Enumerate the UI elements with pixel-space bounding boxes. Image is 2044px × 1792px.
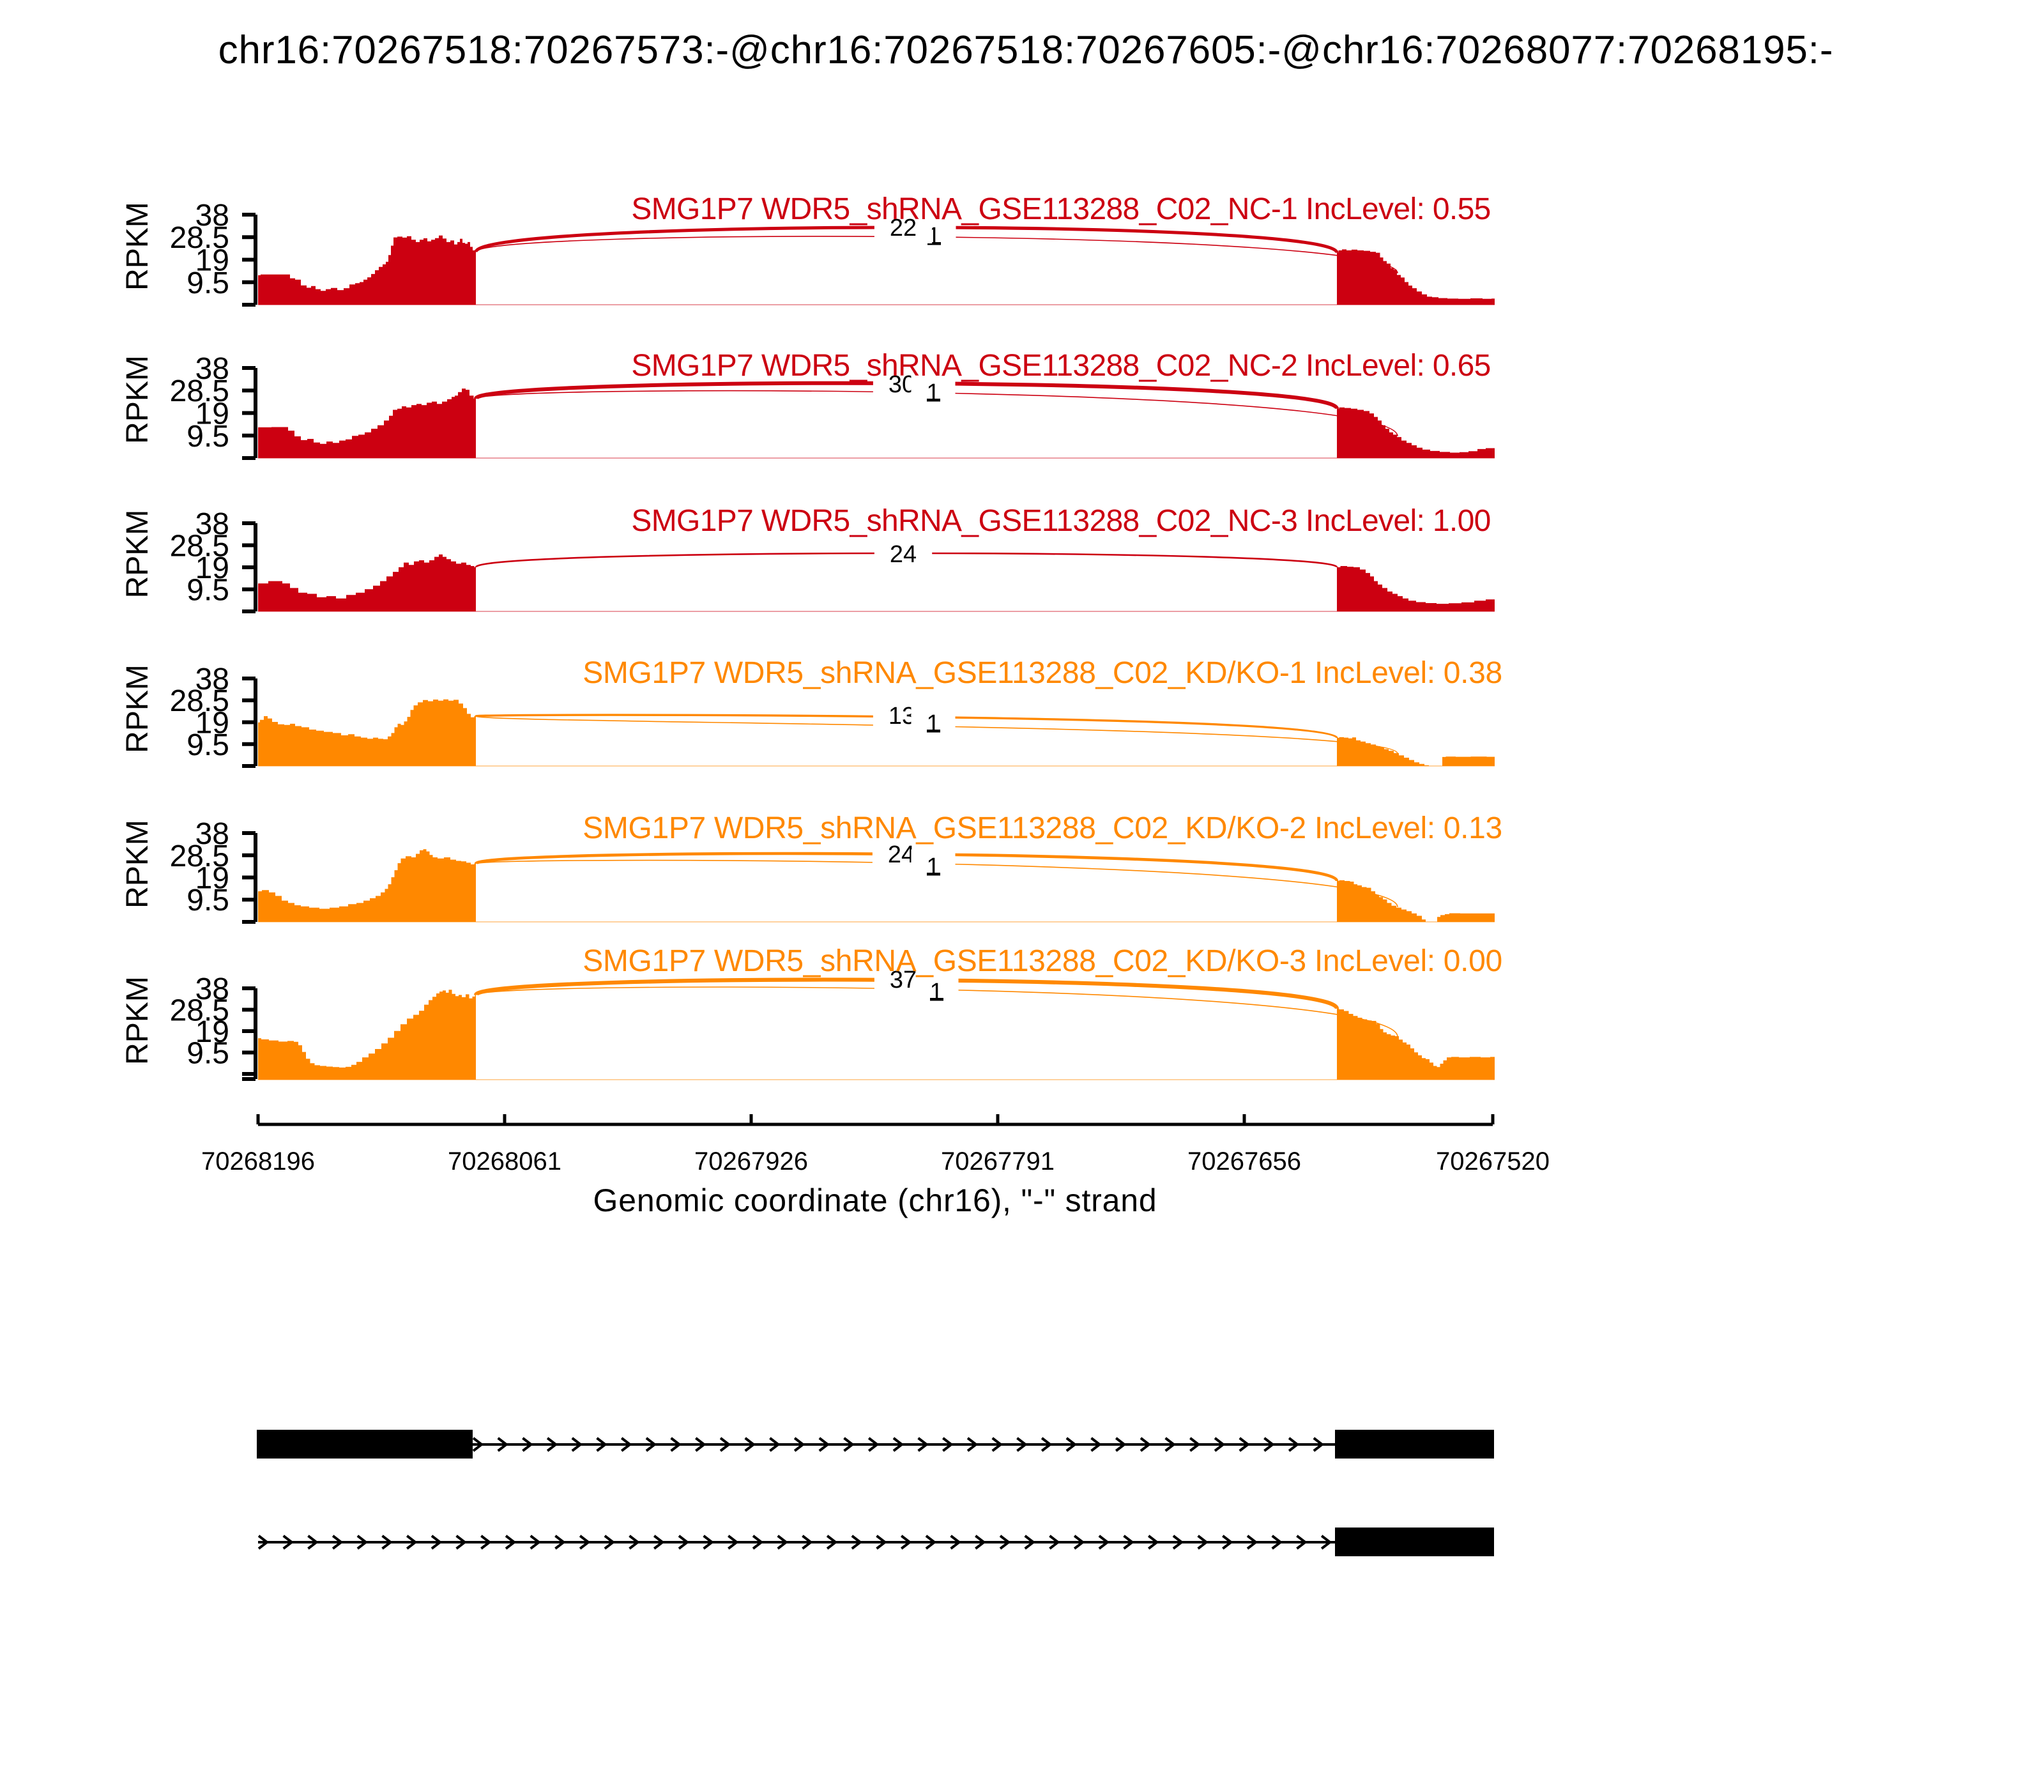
svg-text:1: 1	[926, 854, 940, 880]
svg-text:38: 38	[195, 352, 229, 386]
svg-text:30: 30	[889, 371, 915, 398]
svg-text:22: 22	[890, 215, 917, 241]
svg-text:Genomic coordinate (chr16), "-: Genomic coordinate (chr16), "-" strand	[593, 1183, 1157, 1218]
svg-text:70267926: 70267926	[694, 1147, 808, 1176]
svg-text:70267520: 70267520	[1436, 1147, 1550, 1176]
svg-text:RPKM: RPKM	[121, 820, 155, 908]
svg-text:28.5: 28.5	[170, 994, 229, 1028]
svg-text:1: 1	[926, 379, 940, 406]
svg-text:70268061: 70268061	[448, 1147, 561, 1176]
svg-text:24: 24	[890, 541, 917, 568]
svg-text:19: 19	[195, 551, 229, 585]
svg-text:9.5: 9.5	[187, 266, 229, 300]
svg-text:13: 13	[889, 703, 915, 730]
svg-text:SMG1P7 WDR5_shRNA_GSE113288_C0: SMG1P7 WDR5_shRNA_GSE113288_C02_KD/KO-1 …	[583, 656, 1502, 690]
svg-text:RPKM: RPKM	[121, 664, 155, 753]
svg-text:37: 37	[890, 967, 917, 993]
svg-text:19: 19	[195, 707, 229, 740]
svg-text:9.5: 9.5	[187, 884, 229, 917]
svg-text:28.5: 28.5	[170, 221, 229, 255]
svg-text:70267791: 70267791	[941, 1147, 1055, 1176]
svg-text:28.5: 28.5	[170, 530, 229, 563]
svg-text:RPKM: RPKM	[121, 202, 155, 291]
svg-text:9.5: 9.5	[187, 574, 229, 608]
svg-text:19: 19	[195, 397, 229, 431]
svg-text:19: 19	[195, 1015, 229, 1049]
svg-text:70267656: 70267656	[1187, 1147, 1301, 1176]
svg-text:chr16:70267518:70267573:-@chr1: chr16:70267518:70267573:-@chr16:70267518…	[218, 28, 1834, 72]
svg-text:28.5: 28.5	[170, 374, 229, 408]
svg-text:70268196: 70268196	[201, 1147, 315, 1176]
svg-text:9.5: 9.5	[187, 420, 229, 454]
svg-text:9.5: 9.5	[187, 728, 229, 762]
svg-text:28.5: 28.5	[170, 684, 229, 718]
svg-text:SMG1P7 WDR5_shRNA_GSE113288_C0: SMG1P7 WDR5_shRNA_GSE113288_C02_NC-2 Inc…	[631, 349, 1490, 383]
svg-text:RPKM: RPKM	[121, 510, 155, 599]
svg-text:SMG1P7 WDR5_shRNA_GSE113288_C0: SMG1P7 WDR5_shRNA_GSE113288_C02_NC-3 Inc…	[631, 504, 1490, 538]
svg-text:SMG1P7 WDR5_shRNA_GSE113288_C0: SMG1P7 WDR5_shRNA_GSE113288_C02_NC-1 Inc…	[631, 192, 1490, 226]
svg-text:9.5: 9.5	[187, 1037, 229, 1071]
svg-text:RPKM: RPKM	[121, 976, 155, 1065]
svg-text:38: 38	[195, 817, 229, 851]
svg-text:38: 38	[195, 507, 229, 541]
svg-text:24: 24	[888, 841, 915, 868]
svg-text:38: 38	[195, 199, 229, 233]
svg-text:1: 1	[926, 710, 940, 737]
svg-text:38: 38	[195, 662, 229, 696]
svg-text:SMG1P7 WDR5_shRNA_GSE113288_C0: SMG1P7 WDR5_shRNA_GSE113288_C02_KD/KO-3 …	[583, 944, 1502, 978]
svg-text:19: 19	[195, 862, 229, 896]
svg-text:19: 19	[195, 244, 229, 278]
svg-text:RPKM: RPKM	[121, 355, 155, 444]
svg-text:SMG1P7 WDR5_shRNA_GSE113288_C0: SMG1P7 WDR5_shRNA_GSE113288_C02_KD/KO-2 …	[583, 811, 1502, 845]
svg-text:28.5: 28.5	[170, 839, 229, 873]
svg-text:38: 38	[195, 972, 229, 1006]
